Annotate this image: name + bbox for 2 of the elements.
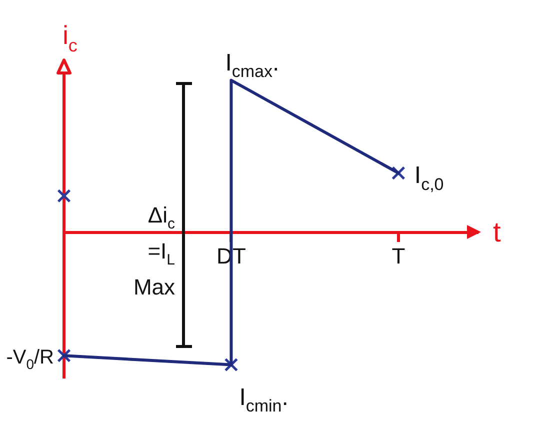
x-axis-title: t (493, 216, 501, 248)
x-tick-label: T (392, 244, 406, 269)
